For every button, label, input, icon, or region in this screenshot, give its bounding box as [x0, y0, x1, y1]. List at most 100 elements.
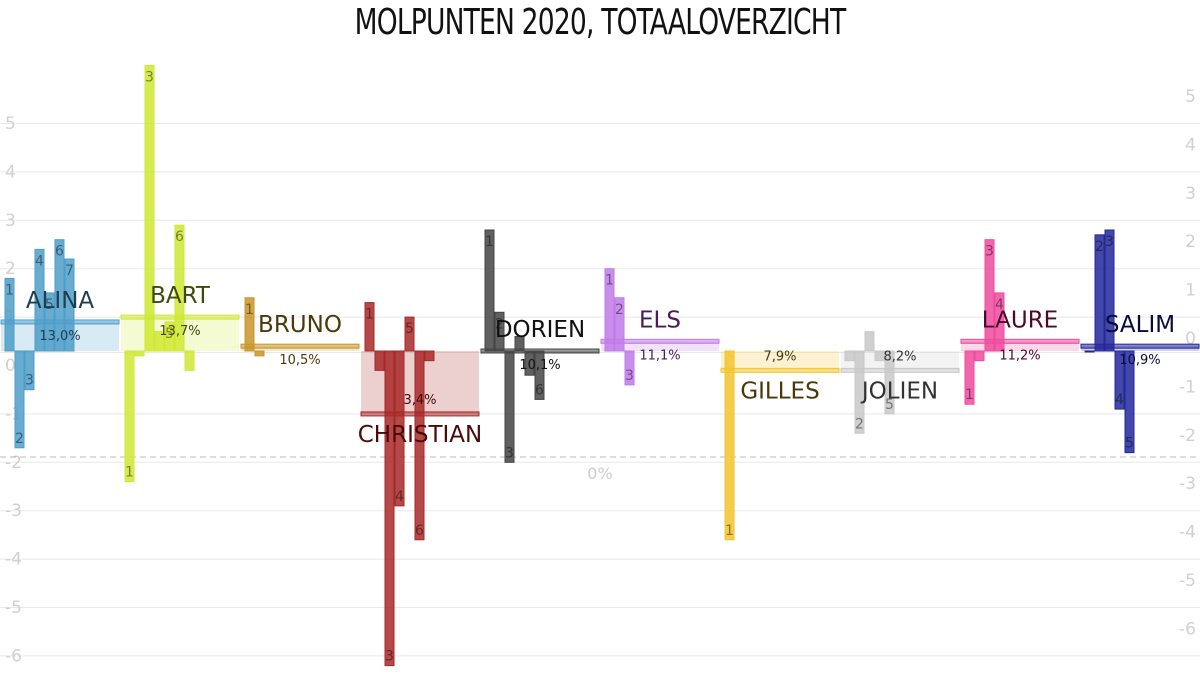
episode-label: 3	[385, 649, 394, 665]
average-line	[720, 367, 840, 373]
episode-label: 6	[415, 523, 424, 539]
y-tick-right: -3	[1179, 474, 1196, 494]
player-percentage: 10,9%	[1119, 353, 1160, 368]
episode-label: 2	[855, 416, 864, 432]
episode-bar	[124, 350, 135, 483]
episode-bar	[254, 350, 265, 357]
episode-label: 1	[125, 465, 134, 481]
player-percentage: 13,0%	[39, 329, 80, 344]
episode-label: 1	[365, 307, 374, 323]
episode-bar	[24, 350, 35, 391]
player-group-gilles: 1 GILLES 7,9%	[720, 349, 840, 541]
episode-bar	[604, 268, 615, 352]
episode-label: 3	[25, 373, 34, 389]
episode-bar	[504, 350, 515, 463]
y-tick-left: -6	[5, 646, 22, 666]
episode-label: 3	[1105, 234, 1114, 250]
episode-label: 1	[605, 273, 614, 289]
player-group-alina: 1 2 3 4 5 67 ALINA 13,0%	[0, 239, 120, 449]
episode-bar	[1124, 350, 1135, 454]
player-name: BART	[150, 283, 211, 309]
player-percentage: 8,2%	[883, 349, 916, 364]
episode-label: 6	[55, 244, 64, 260]
grid-lines	[0, 123, 1200, 657]
episode-bar	[394, 350, 405, 507]
player-percentage: 10,5%	[279, 353, 320, 368]
player-name: LAURE	[982, 307, 1058, 333]
episode-bar	[964, 350, 975, 405]
player-name: ALINA	[26, 288, 95, 314]
y-tick-right: -2	[1179, 426, 1196, 446]
player-group-els: 12 3 ELS 11,1%	[600, 268, 720, 386]
player-name: SALIM	[1105, 312, 1175, 338]
episode-bar	[1094, 234, 1105, 352]
episode-bar	[724, 350, 735, 541]
y-tick-left: -2	[5, 453, 22, 473]
y-tick-right: -4	[1179, 523, 1196, 543]
episode-bar	[424, 350, 435, 362]
average-line	[600, 338, 720, 344]
y-tick-right: -6	[1179, 619, 1196, 639]
y-tick-right: 5	[1185, 87, 1196, 107]
y-axis-right: -6 -5 -4 -3 -2 -1 0 1 2 3 4 5	[1179, 87, 1196, 639]
reference-line: 0%	[0, 456, 1200, 483]
episode-label: 1	[965, 387, 974, 403]
player-name: CHRISTIAN	[358, 422, 483, 448]
player-name: DORIEN	[495, 317, 585, 343]
player-percentage: 7,9%	[763, 349, 796, 364]
episode-label: 3	[985, 244, 994, 260]
chart-title: MOLPUNTEN 2020, TOTAALOVERZICHT	[354, 2, 847, 43]
episode-label: 5	[1125, 436, 1134, 452]
player-percentage: 11,2%	[999, 348, 1040, 363]
episode-bar	[614, 297, 625, 352]
episode-bar	[1114, 350, 1125, 410]
player-name: JOLIEN	[860, 378, 938, 404]
episode-bar	[844, 350, 855, 362]
average-line	[240, 343, 360, 349]
average-line	[840, 367, 960, 373]
player-group-christian: 1 3 4 5 6 CHRISTIAN 3,4%	[358, 302, 483, 667]
episode-label: 5	[45, 297, 54, 313]
y-tick-left: 0	[5, 356, 16, 376]
episode-bar	[384, 350, 395, 667]
episode-bar	[244, 297, 255, 352]
y-tick-right: 1	[1185, 281, 1196, 301]
episode-bar	[154, 331, 165, 352]
episode-bar	[864, 331, 875, 352]
episode-bar	[524, 350, 535, 376]
episode-bar	[184, 350, 195, 371]
reference-label: 0%	[587, 464, 612, 483]
episode-bar	[14, 350, 25, 449]
episode-label: 1	[245, 302, 254, 318]
episode-bar	[64, 258, 75, 352]
player-percentage: 10,1%	[519, 358, 560, 373]
episode-bar	[874, 350, 885, 362]
episode-label: 5	[405, 321, 414, 337]
average-box	[961, 341, 1079, 351]
average-line	[960, 338, 1080, 344]
player-name: GILLES	[740, 378, 819, 404]
episode-label: 3	[625, 368, 634, 384]
episode-bar	[374, 350, 385, 371]
episode-bar	[884, 350, 895, 415]
episode-bar	[534, 350, 545, 400]
episode-label: 4	[995, 297, 1004, 313]
y-tick-right: -1	[1179, 377, 1196, 397]
episode-label: 5	[885, 397, 894, 413]
y-tick-left: -5	[5, 598, 22, 618]
episode-bar	[144, 64, 155, 352]
y-tick-left: -3	[5, 501, 22, 521]
y-tick-left: 5	[5, 114, 16, 134]
episode-bar	[174, 224, 185, 352]
episode-bar	[414, 350, 425, 541]
y-tick-left: 4	[5, 162, 16, 182]
player-group-dorien: 1 2 3 6 DORIEN 10,1%	[480, 229, 600, 463]
episode-bar	[984, 239, 995, 352]
average-box	[841, 351, 959, 371]
y-tick-right: -5	[1179, 571, 1196, 591]
episode-label: 6	[175, 229, 184, 245]
player-percentage: 11,1%	[639, 348, 680, 363]
episode-bar	[494, 311, 505, 352]
episode-bar	[134, 350, 145, 357]
